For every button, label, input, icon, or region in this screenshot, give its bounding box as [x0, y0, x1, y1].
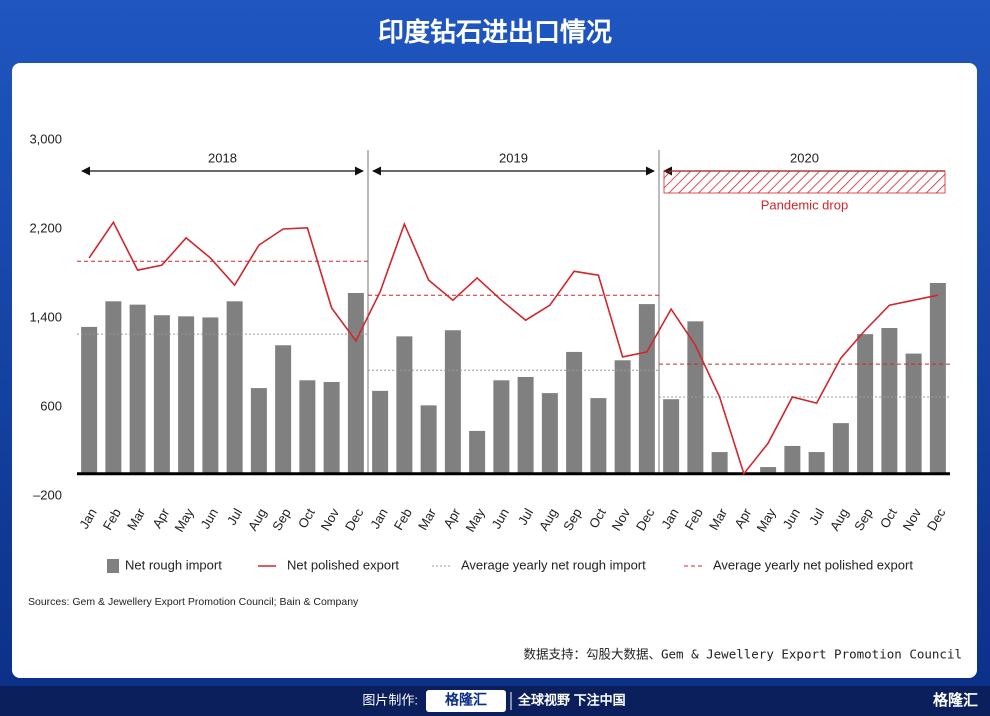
- y-tick-label: 2,200: [29, 220, 62, 235]
- bar: [226, 301, 243, 474]
- bar: [638, 304, 655, 474]
- bar: [323, 381, 340, 474]
- bar: [493, 380, 510, 474]
- bar: [202, 317, 219, 474]
- legend-label: Average yearly net rough import: [461, 557, 646, 572]
- bar: [905, 353, 922, 474]
- legend-swatch: [107, 559, 119, 573]
- pandemic-hatch: [663, 170, 946, 194]
- bar: [299, 380, 316, 474]
- bar: [444, 330, 461, 474]
- legend-label: Net rough import: [125, 557, 222, 572]
- bar: [808, 452, 825, 474]
- bar: [178, 316, 195, 474]
- period-label: 2020: [790, 150, 819, 165]
- corner-brand: 格隆汇: [933, 691, 978, 709]
- bar: [81, 326, 98, 474]
- bar: [372, 390, 389, 474]
- bar: [881, 328, 898, 474]
- bar: [275, 345, 292, 474]
- bar: [566, 351, 583, 474]
- bar: [469, 430, 486, 474]
- bar: [711, 452, 728, 474]
- brand: 格隆汇: [445, 692, 487, 708]
- bar: [396, 336, 413, 474]
- x-tick-label: Jul: [806, 506, 827, 528]
- bar: [541, 393, 558, 474]
- bar: [590, 398, 607, 474]
- line: [88, 220, 939, 476]
- legend-label: Average yearly net polished export: [713, 557, 913, 572]
- bar: [857, 334, 874, 474]
- bar: [784, 445, 801, 474]
- y-tick-label: 600: [40, 398, 62, 413]
- bar: [347, 292, 364, 474]
- brand-box: [426, 690, 506, 712]
- y-tick-label: 3,000: [29, 131, 62, 146]
- bar: [420, 405, 437, 474]
- period-label: 2019: [499, 150, 528, 165]
- bar: [129, 304, 146, 474]
- y-tick-label: –200: [33, 487, 62, 502]
- bar: [250, 388, 267, 474]
- bar: [614, 360, 631, 474]
- credit: 数据支持：勾股大数据、Gem & Jewellery Export Promot…: [523, 647, 962, 662]
- page-title: 印度钻石进出口情况: [378, 17, 612, 47]
- slogan: 全球视野 下注中国: [517, 692, 626, 707]
- bar: [832, 423, 849, 474]
- bar: [517, 376, 534, 474]
- bar: [105, 301, 122, 474]
- made-by: 图片制作:: [362, 692, 418, 707]
- x-tick-label: Jul: [515, 506, 536, 528]
- bar: [153, 315, 170, 474]
- legend-label: Net polished export: [287, 557, 399, 572]
- annotation: Pandemic drop: [761, 197, 848, 212]
- y-tick-label: 1,400: [29, 309, 62, 324]
- panel: [12, 63, 977, 678]
- period-label: 2018: [208, 150, 237, 165]
- bar: [687, 321, 704, 474]
- bar: [760, 467, 777, 474]
- bar: [929, 282, 946, 474]
- bar: [663, 399, 680, 474]
- source: Sources: Gem & Jewellery Export Promotio…: [28, 596, 359, 608]
- x-tick-label: Jul: [224, 506, 245, 528]
